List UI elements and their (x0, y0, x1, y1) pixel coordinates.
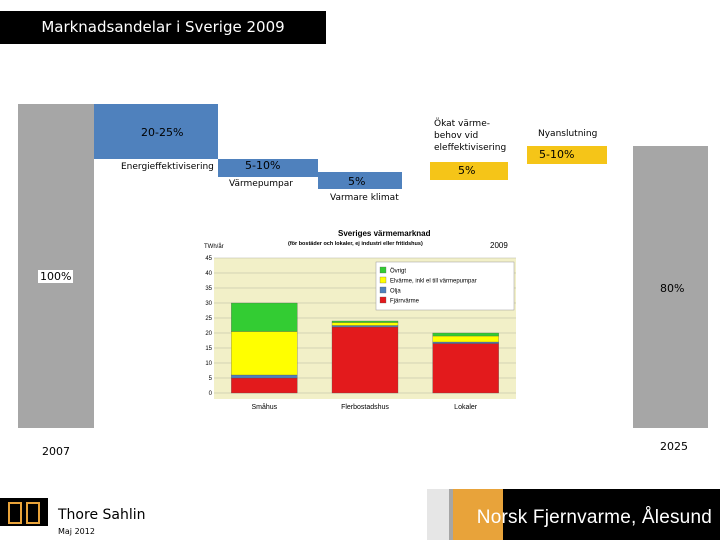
heat-market-chart: Sveriges värmemarknad (för bostäder och … (200, 225, 520, 415)
legend-entry: Fjärrvärme (390, 299, 420, 305)
waterfall-step-varmare-klimat (318, 172, 402, 189)
legend-entry: Elvärme, inkl el till värmepumpar (390, 279, 477, 285)
bar-segment (432, 335, 499, 343)
waterfall-start-bar (18, 104, 94, 428)
step-label-varmare-klimat: Varmare klimat (330, 193, 399, 203)
y-tick-label: 20 (205, 331, 212, 337)
step-value-varmepumpar: 5-10% (245, 159, 281, 172)
y-tick-label: 0 (209, 391, 213, 397)
banner-black (503, 489, 720, 540)
chart-title: Sveriges värmemarknad (338, 229, 431, 238)
bar-segment (231, 302, 298, 332)
bar-segment (432, 343, 499, 394)
legend-swatch (379, 286, 387, 294)
slide-title: Marknadsandelar i Sverige 2009 (0, 11, 326, 44)
presentation-date: Maj 2012 (58, 527, 95, 536)
bar-segment (331, 320, 399, 323)
banner-orange (453, 489, 503, 540)
y-tick-label: 35 (205, 286, 212, 292)
footer-banner: Norsk Fjernvarme, Ålesund (427, 489, 720, 540)
bar-segment (331, 322, 399, 326)
waterfall-step-energieffektivisering (94, 104, 218, 159)
step-value-varmare-klimat: 5% (348, 175, 366, 188)
legend-swatch (379, 296, 387, 304)
end-year-label: 2025 (660, 440, 688, 453)
y-tick-label: 40 (205, 271, 212, 277)
bar-segment (432, 332, 499, 337)
banner-shade (427, 489, 449, 540)
bars-layer: Småhus Flerbostadshus Lokaler (231, 302, 499, 411)
step-value-nyanslutning: 5-10% (539, 148, 575, 161)
x-category-label: Lokaler (454, 404, 478, 411)
waterfall-step-nyanslutning (527, 146, 607, 164)
pp-logo (0, 498, 48, 526)
legend-entry: Övrigt (390, 268, 406, 275)
y-tick-label: 15 (205, 346, 212, 352)
waterfall-step-okat-varmebehov (430, 162, 508, 180)
waterfall-end-bar (633, 146, 708, 428)
step-label-nyanslutning: Nyanslutning (538, 129, 598, 139)
step-label-varmepumpar: Värmepumpar (229, 179, 293, 189)
step-value-energieffektivisering: 20-25% (141, 126, 184, 139)
bar-segment (231, 331, 298, 376)
bar-segment (432, 341, 499, 344)
waterfall-step-varmepumpar (218, 159, 318, 177)
bar-segment (331, 325, 399, 328)
legend-swatch (379, 266, 387, 274)
y-tick-label: 45 (205, 256, 212, 262)
step-label-energieffektivisering: Energieffektivisering (121, 162, 214, 172)
y-tick-label: 25 (205, 316, 212, 322)
legend-box (375, 261, 515, 311)
y-axis-label: TWh/år (204, 243, 224, 250)
legend-entry: Olja (390, 289, 401, 295)
y-tick-label: 10 (205, 361, 212, 367)
start-value-label: 100% (38, 270, 74, 283)
chart-year: 2009 (490, 241, 508, 250)
step-value-okat-varmebehov: 5% (458, 164, 476, 177)
banner-text: Norsk Fjernvarme, Ålesund (476, 507, 712, 528)
chart-subtitle: (för bostäder och lokaler, ej industri e… (288, 241, 423, 247)
chart-legend: Övrigt Elvärme, inkl el till värmepumpar O… (375, 261, 515, 311)
step-label-okat-varmebehov: Ökat värme-behov vid eleffektivisering (434, 119, 507, 153)
y-tick-label: 30 (205, 301, 212, 307)
bar-segment (331, 326, 399, 394)
bar-segment (231, 377, 298, 394)
end-value-label: 80% (660, 282, 685, 295)
author-name: Thore Sahlin (58, 507, 146, 523)
x-category-label: Småhus (251, 403, 277, 411)
bar-segment (231, 374, 298, 379)
y-tick-label: 5 (209, 376, 213, 382)
start-year-label: 2007 (42, 445, 70, 458)
x-category-label: Flerbostadshus (341, 404, 389, 411)
banner-shade-dark (449, 489, 453, 540)
legend-swatch (379, 276, 387, 284)
